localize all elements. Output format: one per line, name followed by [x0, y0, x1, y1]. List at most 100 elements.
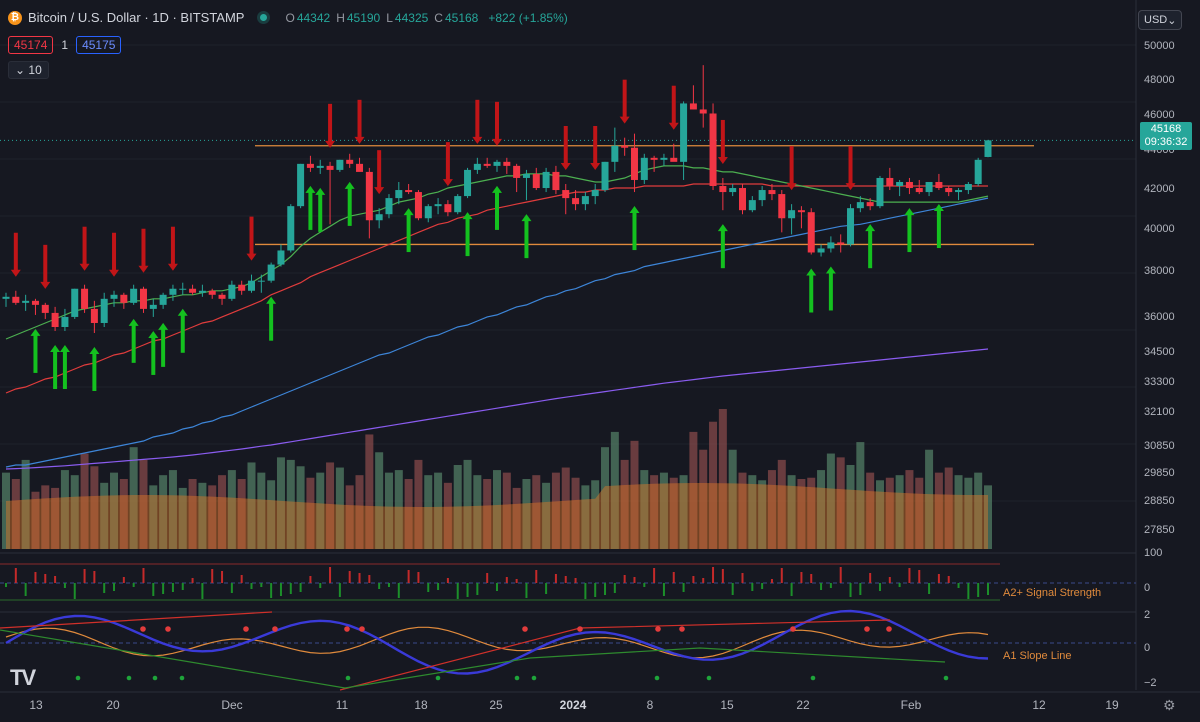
price-axis-tick: 50000	[1144, 40, 1175, 52]
volume-bar	[21, 459, 30, 549]
candle-body	[248, 280, 255, 291]
sell-signal-arrow	[141, 228, 146, 267]
close-value: 45168	[444, 10, 479, 25]
candle-body	[434, 204, 442, 207]
candle-body	[493, 161, 501, 166]
time-axis-tick: Feb	[901, 698, 922, 712]
osc2-green-dot	[152, 675, 158, 681]
osc1-bar	[162, 583, 165, 594]
ohlc-readout: O 44342 H 45190 L 44325 C 45168	[285, 10, 479, 25]
buy-signal-arrow-head	[904, 208, 915, 216]
sell-signal-arrow-head	[79, 263, 90, 271]
indicators-toggle-button[interactable]: ⌄ 10	[8, 61, 49, 79]
osc1-bar	[505, 577, 508, 583]
volume-bar	[699, 449, 708, 549]
candle-body	[483, 163, 491, 166]
osc1-bar	[358, 573, 361, 583]
candle-body	[169, 288, 177, 295]
buy-price-button[interactable]: 45175	[76, 36, 122, 54]
buy-signal-arrow-head	[148, 330, 159, 338]
buy-signal-arrow	[632, 212, 637, 251]
buy-signal-arrow	[495, 191, 499, 230]
buy-signal-arrow-head	[806, 268, 817, 276]
price-axis-tick: 28850	[1144, 495, 1175, 507]
volume-bar	[502, 472, 511, 549]
candle-body	[51, 312, 59, 327]
candle-body	[149, 304, 157, 309]
osc1-bar	[662, 583, 665, 596]
volume-ma-area	[6, 483, 988, 549]
volume-bar	[51, 487, 60, 549]
indicators-count: 10	[28, 63, 42, 77]
osc1-bar	[937, 574, 940, 583]
osc2-red-dot	[359, 626, 365, 632]
candle-body	[552, 171, 560, 191]
osc2-green-dot	[514, 675, 520, 681]
osc1-bar	[849, 583, 852, 597]
candle-body	[719, 186, 727, 193]
candle-body	[513, 165, 521, 178]
candle-body	[837, 242, 845, 245]
candle-body	[856, 202, 864, 209]
volume-bar	[70, 475, 79, 549]
volume-bar	[640, 470, 649, 549]
sell-signal-arrow	[328, 103, 333, 142]
volume-bar	[826, 453, 835, 549]
candle-body	[375, 214, 383, 221]
osc2-green-dot	[75, 675, 81, 681]
osc1-bar	[496, 583, 498, 591]
osc1-bar	[14, 568, 17, 583]
volume-bar	[188, 479, 197, 549]
trade-panel: 45174 1 45175	[8, 36, 122, 54]
currency-select[interactable]: USD ⌄	[1138, 10, 1182, 30]
sell-signal-arrow	[622, 79, 627, 118]
osc1-bar	[221, 571, 224, 583]
volume-bar	[463, 459, 472, 549]
symbol-title[interactable]: Bitcoin / U.S. Dollar · 1D · BITSTAMP	[28, 10, 245, 25]
osc1-bar	[731, 583, 734, 595]
volume-bar	[718, 409, 727, 549]
volume-bar	[679, 475, 688, 549]
osc1-bar	[93, 571, 96, 583]
volume-bar	[198, 482, 207, 549]
buy-signal-arrow-head	[315, 187, 326, 195]
osc1-bar	[594, 583, 597, 597]
sell-price-button[interactable]: 45174	[8, 36, 54, 54]
volume-bar	[787, 475, 796, 549]
sell-signal-arrow-head	[325, 140, 336, 148]
candle-body	[100, 298, 108, 323]
volume-bar	[276, 457, 285, 549]
sell-signal-arrow	[848, 146, 853, 185]
osc1-bar	[604, 583, 607, 595]
volume-bar	[630, 440, 639, 549]
candle-body	[444, 204, 452, 213]
osc1-bar	[427, 583, 430, 592]
candle-body	[71, 288, 79, 317]
sell-signal-arrow	[495, 101, 499, 140]
osc1-bar	[368, 575, 371, 583]
buy-signal-arrow-head	[462, 212, 473, 220]
sell-signal-arrow	[475, 99, 480, 138]
volume-bar	[974, 472, 983, 549]
osc1-bar	[761, 583, 764, 589]
osc1-bar	[279, 583, 282, 596]
tradingview-logo-icon[interactable]: TV	[10, 665, 36, 690]
osc1-bar	[191, 578, 194, 583]
osc1-bar	[751, 583, 754, 591]
osc1-bar	[702, 578, 705, 583]
osc2-blue-line	[5, 609, 989, 675]
buy-signal-arrow-head	[865, 224, 876, 232]
osc1-bar	[908, 568, 911, 583]
volume-bar	[257, 472, 266, 549]
buy-signal-arrow	[347, 187, 352, 226]
volume-bar	[355, 475, 364, 549]
volume-bar	[394, 470, 403, 549]
sell-signal-arrow-head	[10, 269, 21, 277]
gear-icon[interactable]: ⚙	[1163, 697, 1176, 713]
buy-signal-arrow-head	[344, 181, 355, 189]
osc1-bar	[633, 577, 636, 583]
candle-body	[189, 288, 197, 293]
osc2-orange-line	[5, 626, 989, 659]
osc2-red-dot	[272, 626, 278, 632]
